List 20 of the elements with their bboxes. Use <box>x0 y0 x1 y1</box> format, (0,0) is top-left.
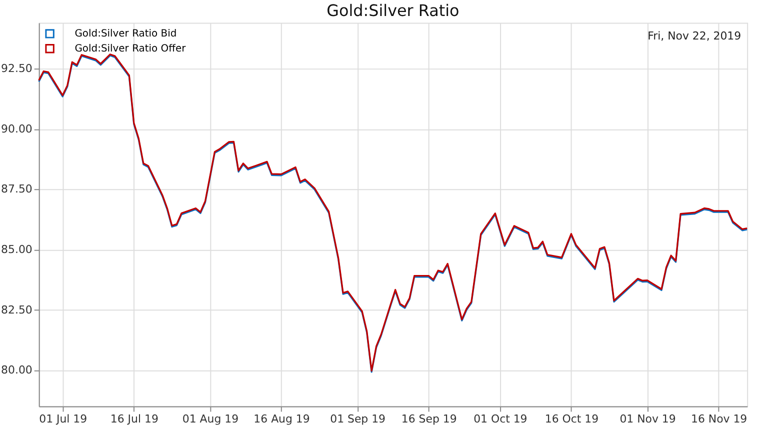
x-tick-label: 16 Jul 19 <box>110 412 158 426</box>
x-tick-label: 16 Nov 19 <box>690 412 748 426</box>
y-tick-label: 80.00 <box>1 364 32 377</box>
y-tick-label: 87.50 <box>1 182 32 196</box>
x-tick-label: 01 Oct 19 <box>474 412 528 426</box>
legend-label: Gold:Silver Ratio Offer <box>74 44 187 55</box>
y-tick-label: 82.50 <box>1 303 32 316</box>
y-tick-label: 92.50 <box>1 62 32 76</box>
x-tick-label: 16 Aug 19 <box>254 412 310 426</box>
x-tick-label: 01 Sep 19 <box>330 412 386 426</box>
x-tick-label: 16 Oct 19 <box>544 412 599 426</box>
y-tick-label: 90.00 <box>1 122 32 136</box>
annotation: Fri, Nov 22, 2019 <box>648 30 742 43</box>
x-tick-label: 16 Sep 19 <box>401 412 457 426</box>
x-tick-label: 01 Nov 19 <box>620 412 676 426</box>
y-tick-label: 85.00 <box>1 242 32 256</box>
x-tick-label: 01 Aug 19 <box>182 412 239 426</box>
x-tick-label: 01 Jul 19 <box>39 412 88 426</box>
chart-title: Gold:Silver Ratio <box>326 0 460 20</box>
legend-label: Gold:Silver Ratio Bid <box>74 28 177 40</box>
